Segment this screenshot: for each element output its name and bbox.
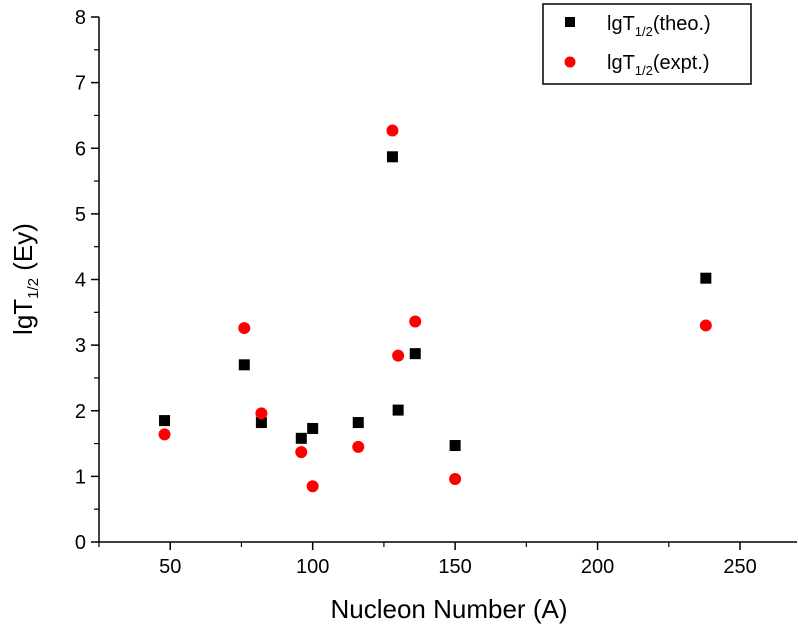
point-expt [255, 407, 268, 420]
x-axis-title: Nucleon Number (A) [331, 594, 568, 624]
point-theo [295, 432, 307, 444]
legend-marker-expt [564, 56, 576, 68]
point-expt [392, 349, 405, 362]
point-expt [409, 315, 422, 328]
point-expt [238, 322, 251, 335]
legend: lgT1/2(theo.) lgT1/2(expt.) [542, 3, 752, 85]
series-theo [159, 151, 712, 452]
y-tick-label: 4 [75, 270, 86, 292]
point-expt [158, 428, 171, 441]
point-expt [449, 473, 462, 485]
series-expt [158, 124, 712, 493]
legend-label-theo-main: lgT [607, 13, 635, 35]
x-tick-label: 50 [159, 556, 181, 578]
y-axis-title-subscript: 1/2 [25, 278, 42, 299]
point-theo [392, 404, 404, 416]
y-tick-label: 3 [75, 335, 86, 357]
point-expt [699, 319, 712, 332]
x-tick-label: 250 [723, 556, 756, 578]
x-tick-label: 150 [438, 556, 471, 578]
y-tick-label: 6 [75, 138, 86, 160]
legend-label-theo: lgT1/2(theo.) [607, 13, 711, 39]
point-theo [307, 422, 319, 434]
legend-label-theo-rest: (theo.) [653, 13, 711, 35]
point-theo [159, 415, 171, 427]
point-expt [386, 124, 399, 137]
y-tick-label: 0 [75, 532, 86, 554]
legend-label-expt: lgT1/2(expt.) [607, 52, 710, 78]
point-theo [255, 417, 267, 429]
point-expt [295, 446, 308, 459]
legend-label-expt-rest: (expt.) [653, 52, 710, 74]
axes [98, 17, 797, 543]
y-axis-title-main: lgT [8, 299, 38, 335]
legend-label-theo-subscript: 1/2 [635, 24, 653, 39]
y-axis-title-rest: (Ey) [8, 223, 38, 278]
point-theo [409, 348, 421, 360]
y-tick-label: 5 [75, 204, 86, 226]
y-tick-label: 2 [75, 401, 86, 423]
point-expt [352, 440, 365, 453]
legend-label-expt-main: lgT [607, 52, 635, 74]
data-points [158, 124, 712, 493]
point-theo [352, 417, 364, 429]
x-tick-label: 200 [581, 556, 614, 578]
x-tick-label: 100 [296, 556, 329, 578]
ticks: 50 100 150 200 250 0 1 2 3 4 5 6 7 8 [75, 7, 757, 578]
point-theo [238, 359, 250, 371]
y-axis-title: lgT1/2 (Ey) [8, 223, 42, 335]
point-theo [700, 272, 712, 284]
y-tick-label: 8 [75, 7, 86, 29]
legend-box [542, 3, 752, 85]
y-tick-label: 1 [75, 466, 86, 488]
point-theo [449, 440, 461, 452]
point-expt [306, 480, 319, 493]
y-tick-label: 7 [75, 73, 86, 95]
legend-marker-theo [565, 17, 575, 27]
point-theo [386, 151, 398, 163]
legend-label-expt-subscript: 1/2 [635, 63, 653, 78]
